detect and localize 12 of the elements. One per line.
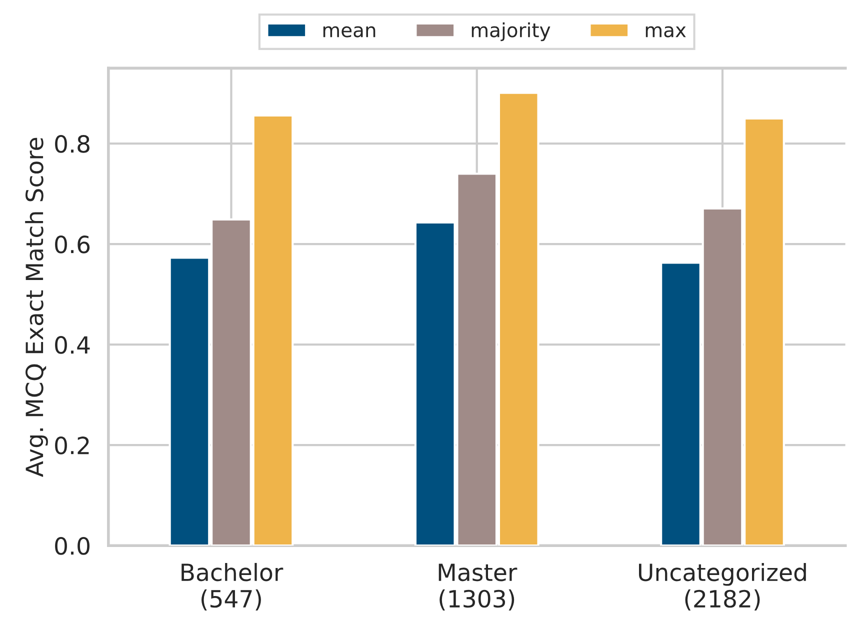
y-tick-label: 0.4 [55,336,90,354]
y-tick-label: 0.2 [55,436,89,454]
y-tick-label: 0.8 [55,135,90,153]
legend-label: mean [323,26,376,38]
x-tick-label: Uncategorized (2182) [638,562,806,610]
y-tick-label: 0.6 [55,236,90,254]
legend-label: max [646,26,686,38]
legend-label: majority [472,22,550,42]
x-tick-label: Bachelor (547) [182,562,284,610]
x-tick-label: Master (1303) [438,564,518,610]
y-axis-title: Avg. MCQ Exact Match Score [25,138,48,477]
y-tick-label: 0.0 [55,537,90,555]
